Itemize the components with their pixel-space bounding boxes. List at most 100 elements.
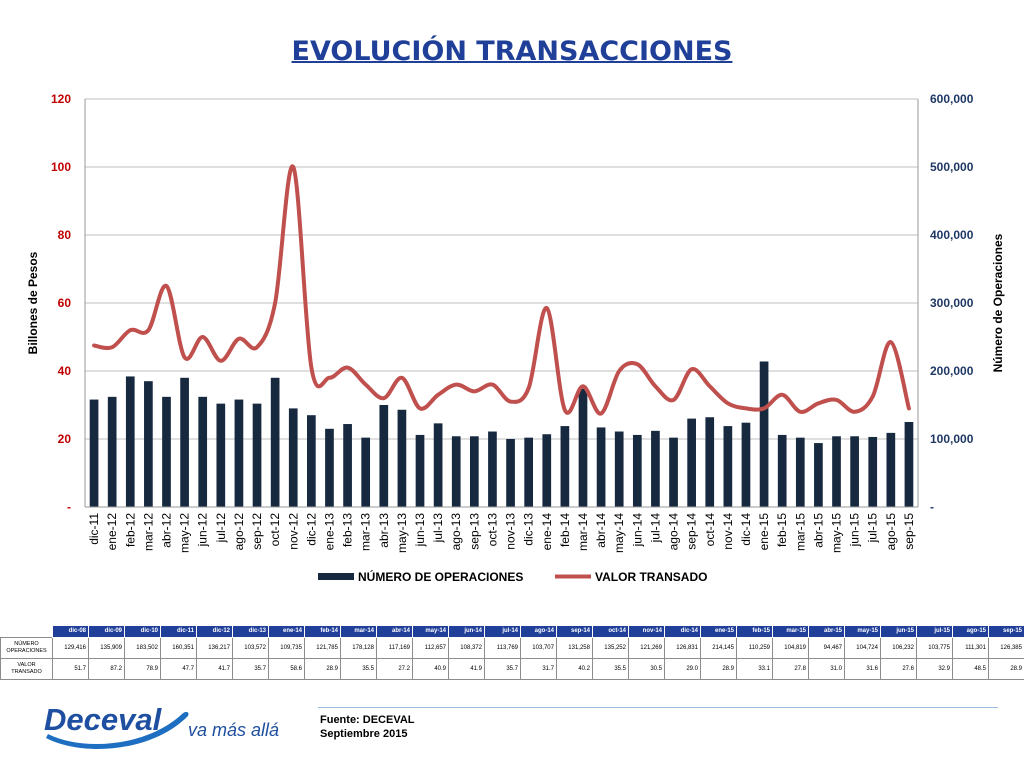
table-header-cell: feb-14 [304, 625, 341, 638]
table-header-cell: dic-08 [52, 625, 89, 638]
line-point [202, 336, 204, 338]
row-label-line: VALOR [17, 662, 36, 668]
x-tick-label: mar-13 [359, 513, 373, 551]
logo-swoosh [46, 711, 189, 749]
line-point [636, 363, 638, 365]
line-point [509, 401, 512, 403]
legend: NÚMERO DE OPERACIONES VALOR TRANSADO [318, 569, 707, 584]
line-point [817, 402, 820, 404]
table-header-cell: may-15 [844, 625, 881, 638]
left-tick-label: 80 [58, 228, 72, 242]
x-tick-label: oct-13 [485, 513, 499, 547]
x-tick-label: sep-14 [685, 513, 699, 550]
bar-operaciones [795, 437, 805, 507]
table-cell: 41.7 [196, 658, 233, 680]
line-point [564, 409, 566, 411]
table-cell: 126,385 [988, 637, 1024, 659]
bar-operaciones [234, 399, 244, 507]
bar-operaciones [325, 428, 334, 507]
table-cell: 48.5 [952, 658, 989, 680]
table-cell: 135,909 [88, 637, 125, 659]
table-cell: 47.7 [160, 658, 197, 680]
bar-operaciones [832, 436, 841, 507]
table-header-cell: jul-14 [484, 625, 521, 638]
page-title: EVOLUCIÓN TRANSACCIONES [291, 36, 733, 67]
x-tick-label: dic-12 [304, 513, 318, 546]
right-tick-label: 500,000 [930, 160, 974, 174]
x-tick-label: feb-15 [775, 513, 789, 547]
table-cell: 58.6 [268, 658, 305, 680]
source-note: Fuente: DECEVAL Septiembre 2015 [320, 713, 415, 741]
line-point [582, 385, 584, 387]
row-label-line: NÚMERO [14, 641, 39, 647]
table-cell: 121,785 [304, 637, 341, 659]
table-cell: 41.9 [448, 658, 485, 680]
table-cell: 103,707 [520, 637, 557, 659]
line-point [346, 367, 349, 369]
bar-operaciones [89, 399, 99, 507]
line-point [365, 384, 367, 386]
x-tick-label: mar-14 [576, 513, 590, 551]
table-header-cell: dic-12 [196, 625, 233, 638]
x-tick-label: may-15 [830, 513, 844, 553]
table-header-cell: jun-15 [880, 625, 917, 638]
line-point [147, 329, 149, 331]
x-tick-label: jul-15 [866, 513, 880, 544]
x-tick-label: jun-12 [196, 513, 210, 548]
line-point [835, 399, 838, 401]
table-cell: 103,775 [916, 637, 953, 659]
line-point [491, 384, 494, 386]
bar-operaciones [144, 381, 153, 507]
table-header-cell: mar-15 [772, 625, 809, 638]
x-tick-label: jul-13 [431, 513, 445, 544]
x-tick-label: nov-12 [286, 513, 300, 550]
line-point [401, 377, 403, 379]
table-cell: 160,351 [160, 637, 197, 659]
bar-operaciones [777, 434, 787, 507]
line-point [654, 385, 657, 387]
table-cell: 131,258 [556, 637, 593, 659]
bar-operaciones [651, 430, 660, 507]
x-tick-label: dic-13 [522, 513, 536, 546]
table-cell: 27.8 [772, 658, 809, 680]
transactions-chart: - 20 40 60 80 100 120 - 100,000 200,000 300,000 40… [26, 92, 1005, 584]
x-tick-label: ene-12 [105, 513, 119, 551]
table-header-cell: abr-15 [808, 625, 845, 638]
table-header-row: dic-08 dic-09 dic-10 dic-11 dic-12 dic-13 ene-… [0, 625, 1024, 638]
right-tick-label: - [930, 500, 934, 514]
table-cell: 106,232 [880, 637, 917, 659]
table-header-cell: nov-14 [628, 625, 665, 638]
x-tick-label: ago-13 [449, 513, 463, 551]
table-cell: 121,269 [628, 637, 665, 659]
bar-operaciones [560, 426, 570, 507]
logo-tagline: va más allá [188, 720, 279, 740]
line-point [292, 166, 294, 168]
legend-label-valor: VALOR TRANSADO [595, 570, 707, 584]
x-tick-label: abr-12 [160, 513, 174, 548]
bar-operaciones [886, 432, 896, 507]
bar-operaciones [687, 418, 696, 507]
table-cell: 31.6 [844, 658, 881, 680]
bar-operaciones [451, 436, 461, 507]
left-tick-label: 120 [51, 92, 71, 106]
table-cell: 111,301 [952, 637, 989, 659]
line-point [709, 385, 711, 387]
x-tick-label: mar-12 [141, 513, 155, 551]
line-point [727, 402, 729, 404]
table-cell: 126,831 [664, 637, 701, 659]
operations-bars [89, 361, 914, 507]
x-tick-label: dic-11 [87, 513, 101, 545]
x-tick-label: abr-14 [594, 513, 608, 548]
legend-label-operaciones: NÚMERO DE OPERACIONES [358, 569, 523, 584]
x-tick-label: sep-13 [467, 513, 481, 550]
table-header-cell: ago-15 [952, 625, 989, 638]
line-point [220, 360, 222, 362]
line-point [383, 397, 385, 399]
table-header-cell: dic-09 [88, 625, 125, 638]
table-header-cell: feb-15 [736, 625, 773, 638]
x-tick-label: ago-14 [667, 513, 681, 551]
bar-operaciones [469, 436, 479, 507]
data-table: dic-08 dic-09 dic-10 dic-11 dic-12 dic-13 ene-… [0, 625, 1024, 680]
left-tick-label: 60 [58, 296, 72, 310]
table-cell: 35.5 [340, 658, 377, 680]
